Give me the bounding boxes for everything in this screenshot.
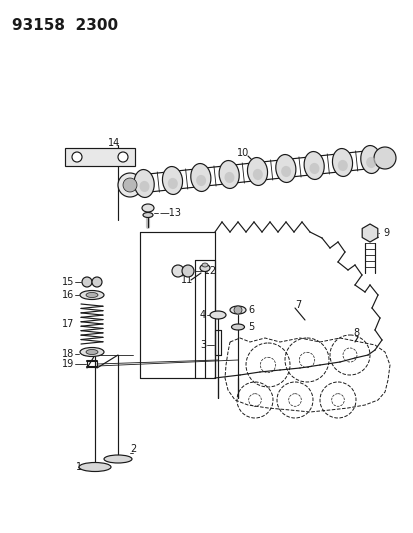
Circle shape [233, 306, 242, 314]
Ellipse shape [275, 155, 295, 182]
Circle shape [92, 277, 102, 287]
Ellipse shape [139, 181, 149, 192]
Ellipse shape [209, 311, 225, 319]
Text: 15: 15 [62, 277, 74, 287]
Circle shape [171, 265, 183, 277]
Ellipse shape [199, 264, 209, 271]
Text: 18: 18 [62, 349, 74, 359]
Ellipse shape [247, 158, 267, 185]
Text: 17: 17 [62, 319, 74, 329]
Ellipse shape [304, 151, 323, 180]
Ellipse shape [190, 164, 210, 191]
Ellipse shape [142, 213, 153, 217]
Ellipse shape [218, 160, 239, 189]
Circle shape [82, 277, 92, 287]
Circle shape [118, 152, 128, 162]
Ellipse shape [134, 169, 154, 197]
Text: 11: 11 [180, 275, 193, 285]
Ellipse shape [167, 178, 178, 189]
Text: 16: 16 [62, 290, 74, 300]
Text: —13: —13 [159, 208, 182, 218]
Ellipse shape [142, 204, 154, 212]
Polygon shape [361, 224, 377, 242]
Text: 5: 5 [247, 322, 254, 332]
Ellipse shape [162, 166, 182, 195]
Circle shape [72, 152, 82, 162]
Text: 1: 1 [76, 462, 82, 472]
Text: 8: 8 [352, 328, 358, 338]
Ellipse shape [230, 306, 245, 314]
Text: 4: 4 [199, 310, 206, 320]
Text: 10: 10 [236, 148, 249, 158]
Ellipse shape [332, 149, 352, 176]
Ellipse shape [104, 455, 132, 463]
Ellipse shape [202, 263, 207, 267]
Ellipse shape [252, 169, 262, 180]
Text: —12: —12 [195, 266, 216, 276]
Text: 7: 7 [294, 300, 301, 310]
Ellipse shape [86, 293, 98, 297]
Ellipse shape [79, 463, 111, 472]
Ellipse shape [86, 350, 98, 354]
Circle shape [182, 265, 194, 277]
Text: 3: 3 [199, 340, 206, 350]
Ellipse shape [224, 172, 234, 183]
Text: 9: 9 [382, 228, 388, 238]
Polygon shape [65, 148, 135, 166]
Ellipse shape [309, 163, 319, 174]
Ellipse shape [80, 348, 104, 357]
Ellipse shape [80, 290, 104, 300]
Circle shape [118, 173, 142, 197]
Text: 6: 6 [247, 305, 254, 315]
Ellipse shape [280, 166, 290, 177]
Ellipse shape [196, 175, 206, 186]
Circle shape [373, 147, 395, 169]
Circle shape [123, 178, 137, 192]
Ellipse shape [337, 160, 347, 171]
Text: 19: 19 [62, 359, 74, 369]
Ellipse shape [231, 324, 244, 330]
Ellipse shape [365, 157, 375, 168]
Text: 93158  2300: 93158 2300 [12, 18, 118, 33]
Ellipse shape [360, 146, 380, 173]
Text: 2: 2 [130, 444, 136, 454]
Text: 14: 14 [108, 138, 120, 148]
